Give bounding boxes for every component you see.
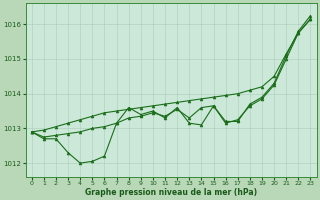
X-axis label: Graphe pression niveau de la mer (hPa): Graphe pression niveau de la mer (hPa): [85, 188, 257, 197]
